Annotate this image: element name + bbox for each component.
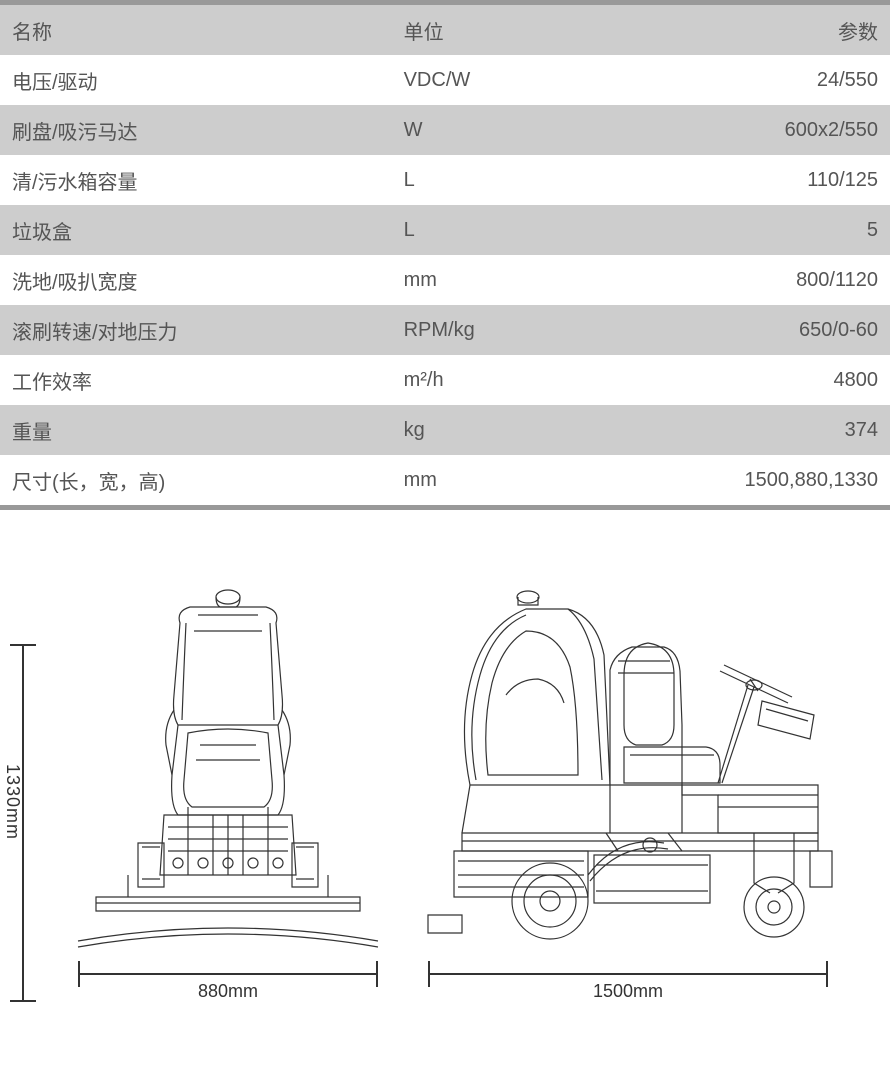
cell-name: 刷盘/吸污马达 <box>0 105 392 155</box>
cell-unit: mm <box>392 455 570 505</box>
cell-unit: kg <box>392 405 570 455</box>
cell-param: 600x2/550 <box>570 105 890 155</box>
cell-name: 滚刷转速/对地压力 <box>0 305 392 355</box>
cell-unit: mm <box>392 255 570 305</box>
cell-name: 重量 <box>0 405 392 455</box>
header-param: 参数 <box>570 5 890 55</box>
table-header-row: 名称 单位 参数 <box>0 5 890 55</box>
table-row: 尺寸(长，宽，高) mm 1500,880,1330 <box>0 455 890 505</box>
cell-param: 800/1120 <box>570 255 890 305</box>
height-label: 1330mm <box>2 764 23 840</box>
front-view-drawing <box>68 575 388 955</box>
specifications-table: 名称 单位 参数 电压/驱动 VDC/W 24/550 刷盘/吸污马达 W 60… <box>0 5 890 505</box>
header-unit: 单位 <box>392 5 570 55</box>
cell-unit: L <box>392 205 570 255</box>
side-width-dimension: 1500mm <box>428 973 828 1002</box>
cell-unit: m²/h <box>392 355 570 405</box>
side-width-bar <box>428 973 828 975</box>
cell-name: 电压/驱动 <box>0 55 392 105</box>
height-dimension: 1330mm <box>8 644 38 1002</box>
cell-unit: RPM/kg <box>392 305 570 355</box>
cell-param: 24/550 <box>570 55 890 105</box>
table-row: 清/污水箱容量 L 110/125 <box>0 155 890 205</box>
cell-param: 650/0-60 <box>570 305 890 355</box>
cell-param: 110/125 <box>570 155 890 205</box>
table-row: 滚刷转速/对地压力 RPM/kg 650/0-60 <box>0 305 890 355</box>
cell-name: 垃圾盒 <box>0 205 392 255</box>
table-row: 工作效率 m²/h 4800 <box>0 355 890 405</box>
front-width-bar <box>78 973 378 975</box>
header-name: 名称 <box>0 5 392 55</box>
cell-name: 工作效率 <box>0 355 392 405</box>
cell-unit: L <box>392 155 570 205</box>
front-width-label: 880mm <box>198 981 258 1002</box>
side-view-panel: 1500mm <box>418 575 838 1002</box>
table-row: 垃圾盒 L 5 <box>0 205 890 255</box>
cell-name: 尺寸(长，宽，高) <box>0 455 392 505</box>
front-width-dimension: 880mm <box>78 973 378 1002</box>
technical-drawings: 1330mm <box>0 575 890 1002</box>
cell-param: 374 <box>570 405 890 455</box>
cell-param: 1500,880,1330 <box>570 455 890 505</box>
cell-name: 洗地/吸扒宽度 <box>0 255 392 305</box>
side-view-drawing <box>418 575 838 955</box>
side-width-label: 1500mm <box>593 981 663 1002</box>
cell-param: 5 <box>570 205 890 255</box>
front-view-panel: 880mm <box>68 575 388 1002</box>
table-row: 洗地/吸扒宽度 mm 800/1120 <box>0 255 890 305</box>
cell-name: 清/污水箱容量 <box>0 155 392 205</box>
cell-unit: W <box>392 105 570 155</box>
table-row: 重量 kg 374 <box>0 405 890 455</box>
table-row: 电压/驱动 VDC/W 24/550 <box>0 55 890 105</box>
table-bottom-border <box>0 505 890 510</box>
cell-param: 4800 <box>570 355 890 405</box>
cell-unit: VDC/W <box>392 55 570 105</box>
table-row: 刷盘/吸污马达 W 600x2/550 <box>0 105 890 155</box>
